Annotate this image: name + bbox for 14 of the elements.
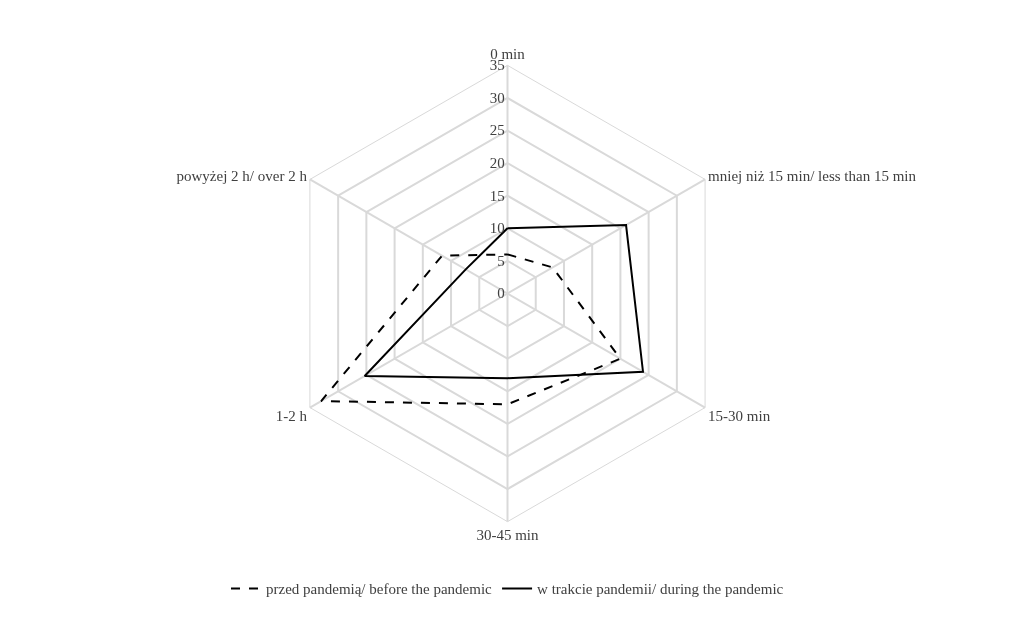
- y-tick-label: 30: [489, 89, 505, 106]
- y-tick-label: 5: [497, 252, 505, 269]
- spoke-label: 15-30 min: [708, 408, 771, 425]
- y-tick-label: 10: [489, 220, 505, 237]
- legend-label: w trakcie pandemii/ during the pandemic: [537, 581, 784, 598]
- y-tick-label: 0: [497, 285, 505, 302]
- y-tick-label: 25: [489, 122, 505, 139]
- y-tick-label: 20: [489, 155, 505, 172]
- y-tick-label: 15: [489, 187, 505, 204]
- spoke-label: 30-45 min: [476, 527, 540, 544]
- legend-label: przed pandemią/ before the pandemic: [266, 581, 493, 598]
- spoke-label: powyżej 2 h/ over 2 h: [176, 167, 308, 184]
- spoke-label: 1-2 h: [275, 408, 308, 425]
- spoke-label: mniej niż 15 min/ less than 15 min: [708, 167, 917, 184]
